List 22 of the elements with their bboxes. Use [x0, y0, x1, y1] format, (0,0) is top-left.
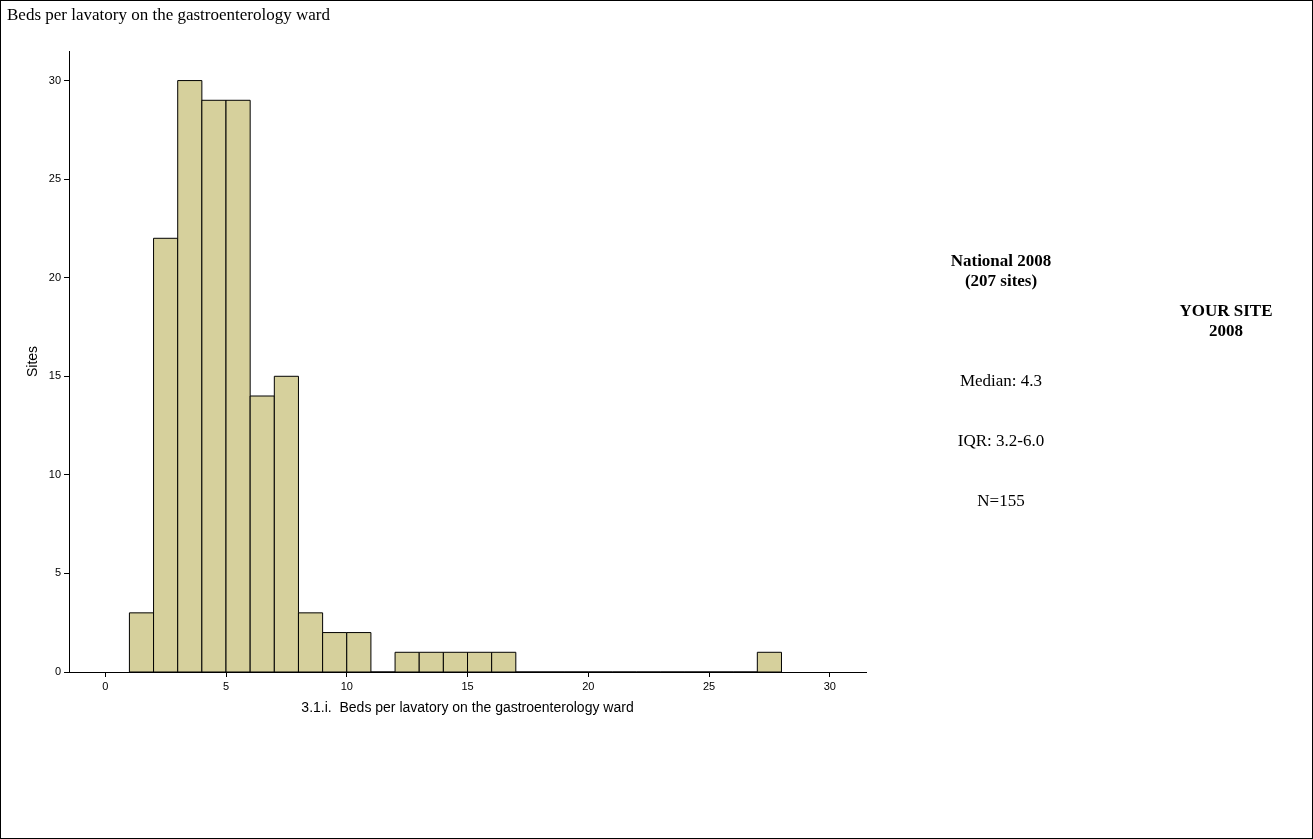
x-tick-label: 5 [222, 679, 230, 692]
text: N=155 [977, 491, 1025, 511]
x-tick-label: 30 [823, 679, 836, 692]
y-tick-label: 0 [54, 665, 62, 678]
text: IQR: 3.2-6.0 [957, 431, 1045, 451]
x-axis-title: 3.1.i. Beds per lavatory on the gastroenterology ward [301, 699, 634, 716]
chart-title: Beds per lavatory on the gastroenterology ward [7, 5, 330, 25]
y-axis-title: Sites [24, 345, 41, 378]
x-tick-label: 0 [102, 679, 109, 692]
x-tick-label: 25 [702, 679, 716, 692]
x-tick-label: 20 [582, 679, 595, 692]
y-tick-label: 20 [48, 270, 62, 283]
y-tick-label: 30 [48, 73, 62, 86]
text: National 2008 (207 sites) [950, 251, 1052, 291]
y-tick-label: 10 [48, 467, 62, 480]
y-tick-label: 5 [54, 566, 62, 579]
y-tick-label: 15 [48, 369, 62, 382]
x-tick-label: 15 [461, 679, 474, 692]
y-tick-label: 25 [48, 172, 62, 185]
text: YOUR SITE 2008 [1179, 301, 1273, 341]
text: Median: 4.3 [959, 371, 1043, 391]
x-tick-label: 10 [340, 679, 353, 692]
